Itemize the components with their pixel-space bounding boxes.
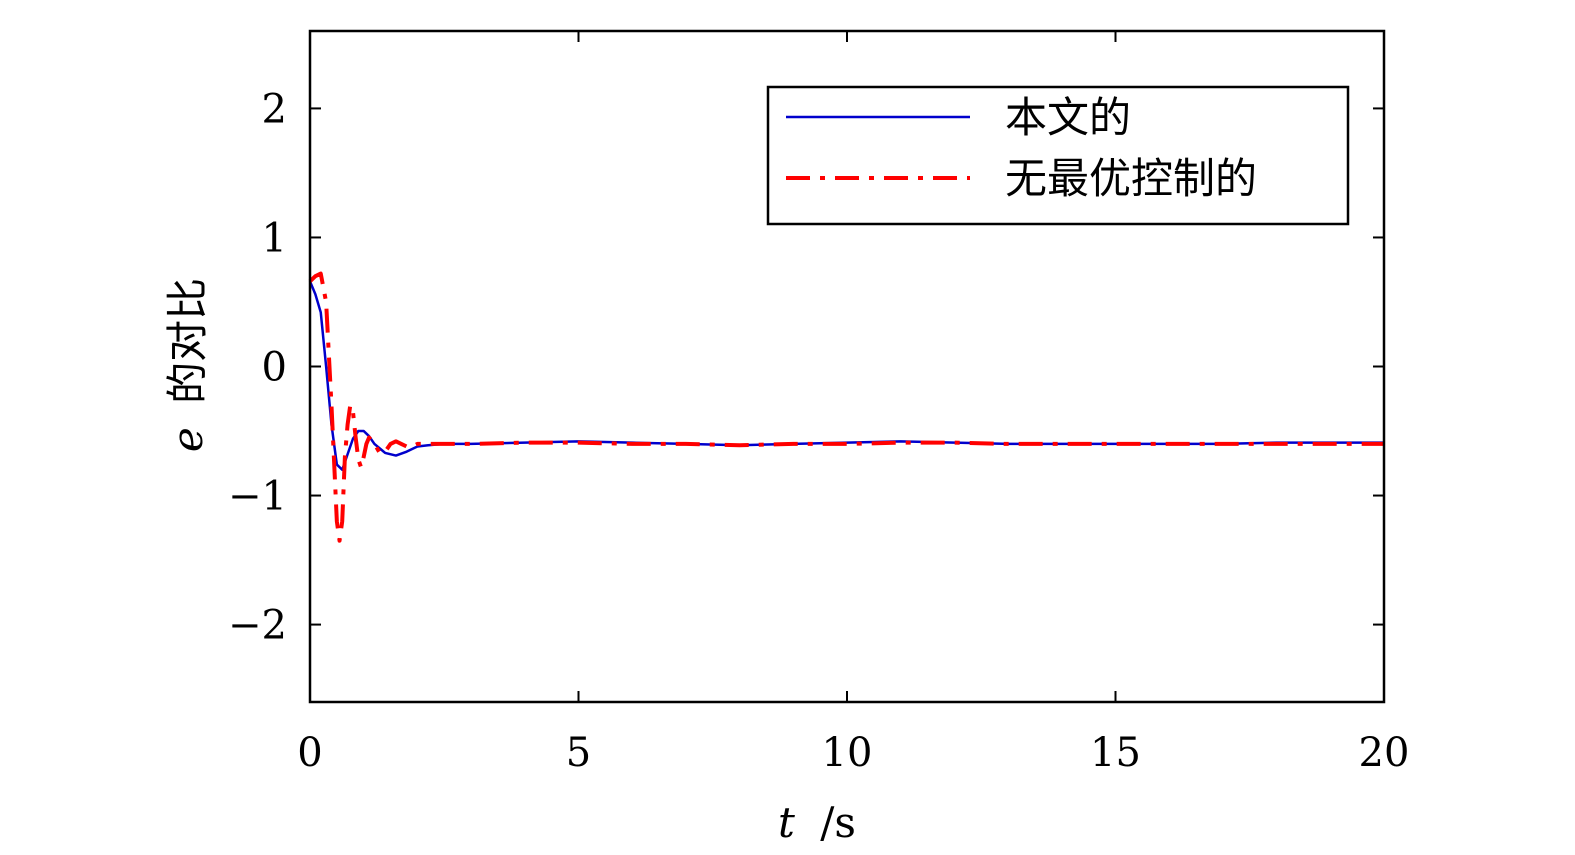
series-layer (308, 271, 1384, 543)
x-axis-variable: t (778, 798, 795, 847)
y-axis-text: 的对比 (163, 278, 212, 404)
x-tick-label: 20 (1359, 730, 1410, 776)
series-line-2 (308, 271, 1384, 543)
x-tick-label: 5 (566, 730, 591, 776)
y-axis-label: e 的对比 (163, 278, 212, 452)
y-tick-label: 0 (262, 345, 287, 391)
y-tick-label: −1 (228, 474, 287, 520)
x-axis-unit: /s (820, 798, 856, 847)
legend-box (766, 85, 1350, 226)
x-tick-label: 0 (297, 730, 322, 776)
y-tick-label: 2 (262, 86, 287, 132)
legend-label-series-2: 无最优控制的 (1005, 154, 1257, 203)
y-tick-label: −2 (228, 603, 287, 649)
x-axis-label: t /s (778, 798, 856, 847)
x-tick-label: 10 (822, 730, 873, 776)
series-line-1 (308, 280, 1384, 471)
legend-label-series-1: 本文的 (1005, 93, 1131, 142)
y-tick-label: 1 (262, 215, 287, 261)
ticks-layer (309, 31, 1385, 702)
y-axis-variable: e (163, 427, 212, 452)
legend: 本文的 无最优控制的 (766, 85, 1350, 226)
tick-labels-layer: 0 5 10 15 20 −2 −1 0 1 2 (228, 86, 1409, 776)
x-tick-label: 15 (1090, 730, 1141, 776)
